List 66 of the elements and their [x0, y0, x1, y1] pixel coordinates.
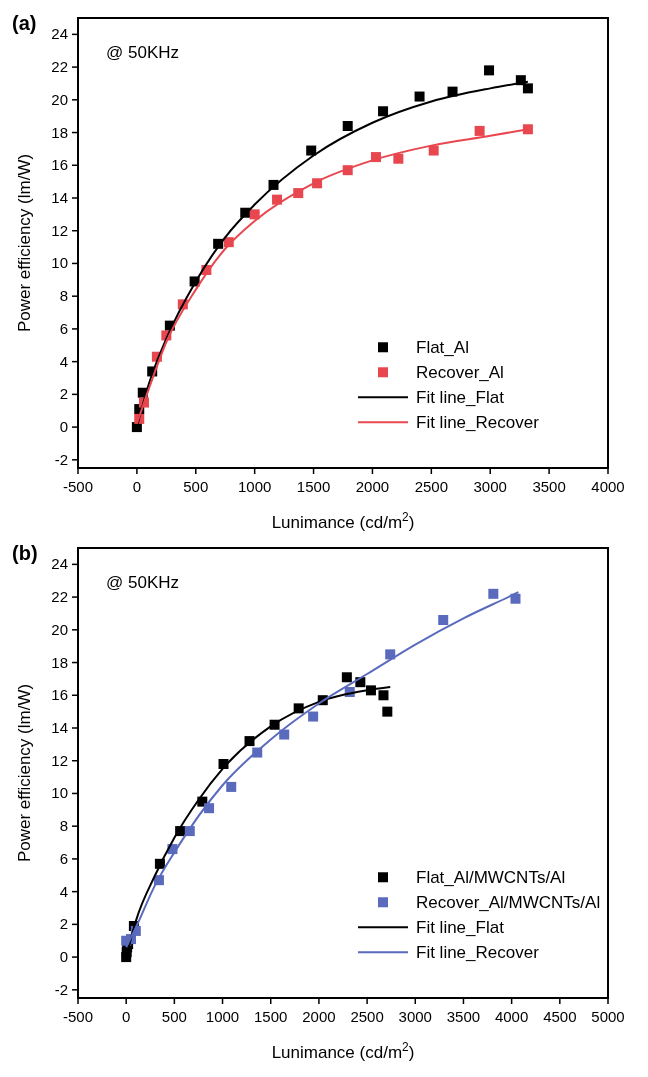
x-tick-label: 500 — [161, 1008, 187, 1025]
x-tick-label: 2000 — [355, 478, 390, 495]
y-tick-label: 4 — [59, 352, 68, 370]
y-tick-label: 22 — [51, 588, 68, 606]
y-tick-label: 12 — [51, 751, 68, 769]
x-tick-label: 1500 — [296, 478, 331, 495]
x-tick-label: 500 — [183, 478, 209, 495]
x-tick-label: 2500 — [414, 478, 449, 495]
legend-label: Recover_Al — [416, 363, 504, 383]
x-axis-title: Lunimance (cd/m$^{2}$) — [271, 1040, 415, 1062]
x-tick-label: 0 — [122, 1008, 131, 1025]
y-tick-label: 0 — [59, 418, 68, 436]
legend-label: Fit line_Flat — [416, 918, 505, 938]
y-tick-label: 8 — [59, 817, 68, 835]
y-tick-label: 8 — [59, 287, 68, 305]
y-tick-label: 4 — [59, 882, 68, 900]
y-tick-label: -2 — [54, 450, 68, 468]
y-tick-label: 10 — [51, 784, 68, 802]
x-tick-label: 1000 — [237, 478, 272, 495]
y-axis-title: Power efficiency (lm/W) — [15, 153, 34, 333]
y-tick-label: 10 — [51, 254, 68, 272]
x-tick-label: 2000 — [302, 1008, 336, 1025]
x-tick-label: 1000 — [205, 1008, 240, 1025]
x-tick-label: 3000 — [398, 1008, 432, 1025]
annotation: @ 50KHz — [106, 573, 180, 592]
x-tick-label: 5000 — [591, 1008, 625, 1025]
x-axis-title: Lunimance (cd/m$^{2}$) — [271, 510, 415, 532]
y-tick-label: 0 — [59, 948, 68, 966]
y-tick-label: 24 — [51, 555, 68, 573]
legend-label: Fit line_Recover — [416, 943, 540, 963]
y-tick-label: 6 — [59, 319, 68, 337]
y-tick-label: 14 — [51, 719, 68, 736]
legend-label: Flat_Al — [416, 338, 469, 358]
y-tick-label: 16 — [51, 156, 68, 174]
y-axis-title: Power efficiency (lm/W) — [15, 683, 34, 863]
x-tick-label: 4000 — [494, 1008, 529, 1025]
legend-label: Fit line_Recover — [416, 413, 540, 433]
x-tick-label: 2500 — [350, 1008, 384, 1025]
y-tick-label: 18 — [51, 653, 68, 671]
y-tick-label: 14 — [51, 189, 68, 206]
x-tick-label: 3000 — [473, 478, 507, 495]
y-tick-label: 22 — [51, 58, 68, 76]
x-tick-label: 3500 — [532, 478, 566, 495]
y-tick-label: 20 — [51, 90, 68, 108]
x-tick-label: 0 — [132, 478, 142, 495]
y-tick-label: 2 — [59, 915, 68, 933]
y-tick-label: 12 — [51, 221, 68, 239]
y-tick-label: 20 — [51, 620, 68, 638]
y-tick-label: 16 — [51, 686, 68, 704]
y-tick-label: 2 — [59, 385, 68, 403]
legend-label: Flat_Al/MWCNTs/Al — [416, 868, 566, 888]
x-tick-label: 3500 — [446, 1008, 481, 1025]
y-tick-label: -2 — [54, 980, 68, 998]
legend-label: Fit line_Flat — [416, 388, 505, 408]
y-tick-label: 24 — [51, 25, 68, 43]
y-tick-label: 18 — [51, 123, 68, 141]
legend-label: Recover_Al/MWCNTs/Al — [416, 893, 601, 913]
chart-title: (b) — [12, 542, 38, 564]
x-tick-label: -500 — [62, 1008, 94, 1025]
x-tick-label: 4000 — [591, 478, 625, 495]
y-tick-label: 6 — [59, 849, 68, 867]
x-tick-label: 1500 — [254, 1008, 288, 1025]
annotation: @ 50KHz — [106, 43, 180, 62]
chart-title: (a) — [12, 12, 37, 34]
x-tick-label: 4500 — [543, 1008, 577, 1025]
x-tick-label: -500 — [62, 478, 94, 495]
